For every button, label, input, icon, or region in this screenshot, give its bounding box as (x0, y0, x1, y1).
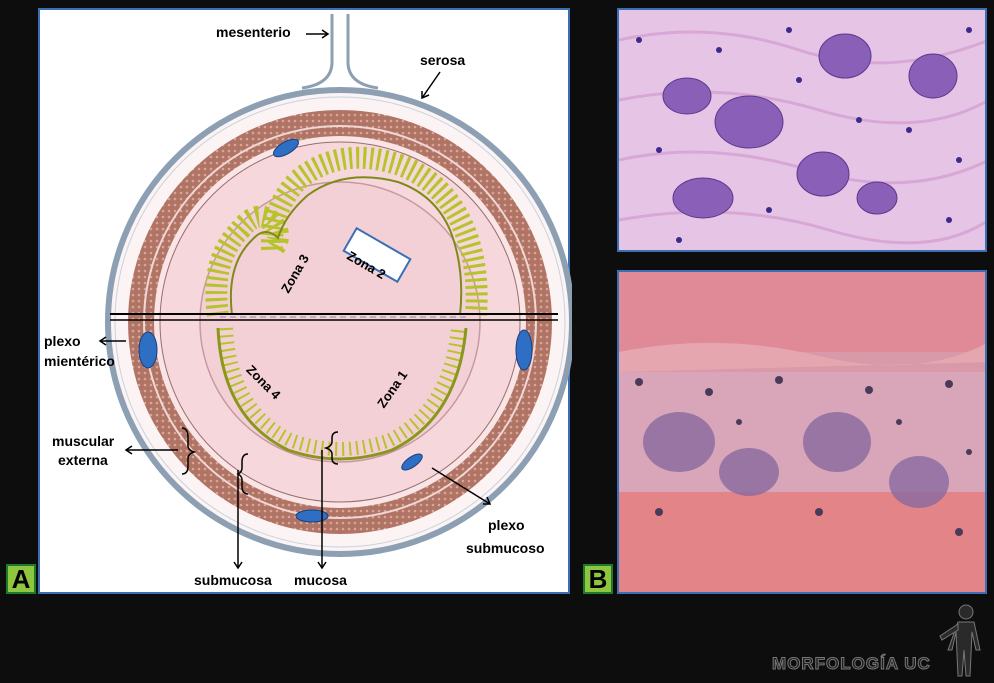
label-plexo-submucoso-1: plexo (488, 517, 525, 533)
myenteric-plexus-node (138, 331, 158, 369)
submucosal-plexus-node (401, 453, 423, 471)
label-plexo-mienterico-2: mientérico (44, 353, 115, 369)
label-serosa: serosa (420, 52, 466, 68)
mucosa-villi-lower (219, 327, 465, 456)
label-mucosa: mucosa (294, 572, 347, 588)
mucosa-villi-upper (205, 146, 488, 317)
label-muscular-externa-1: muscular (52, 433, 115, 449)
serosa-arrow (421, 71, 441, 99)
zona2-box (342, 226, 412, 284)
micrograph-bottom-illustration (619, 272, 985, 592)
myenteric-plexus-node (515, 329, 533, 371)
micrograph-top (617, 8, 987, 252)
label-plexo-submucoso-2: submucoso (466, 540, 545, 556)
myenteric-plexus-node (273, 138, 299, 158)
mesentery-stalk (301, 14, 379, 90)
micrograph-bottom (617, 270, 987, 594)
micrograph-top-illustration (619, 10, 985, 250)
label-muscular-externa-2: externa (58, 452, 108, 468)
label-plexo-mienterico-1: plexo (44, 333, 81, 349)
plexo-submucoso-arrow (431, 467, 491, 505)
intestine-cross-section-diagram (98, 14, 572, 570)
panel-b-badge: B (583, 564, 613, 594)
myenteric-plexus-node (295, 509, 329, 523)
morfologia-uc-logo: MORFOLOGÍA UC (772, 654, 931, 674)
diagram-panel-a: mesenterio serosa plexo mientérico muscu… (38, 8, 572, 594)
label-mesenterio: mesenterio (216, 24, 291, 40)
label-submucosa: submucosa (194, 572, 272, 588)
panel-a-badge: A (6, 564, 36, 594)
